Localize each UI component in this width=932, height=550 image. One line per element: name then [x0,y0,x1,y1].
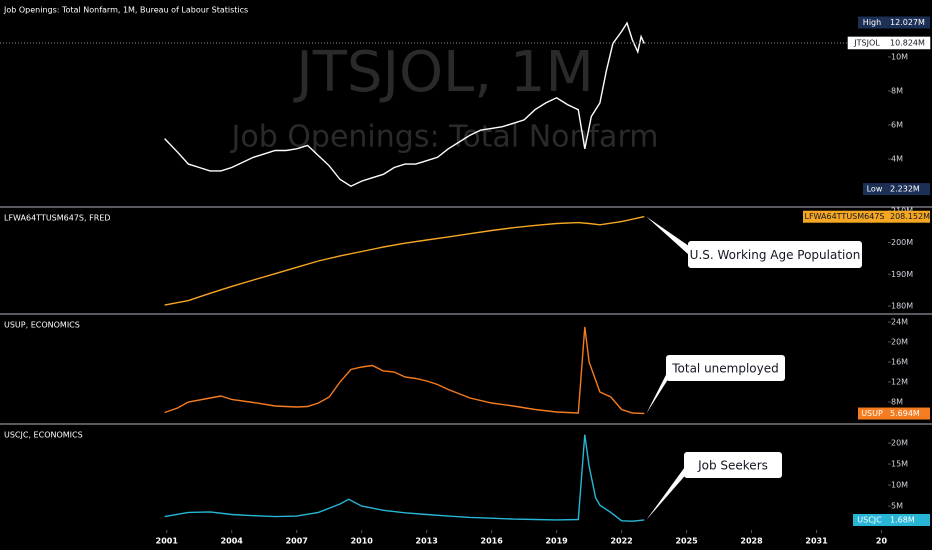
price-badge-name [853,514,886,527]
callout-box [684,452,782,478]
series-line [164,434,645,522]
y-tick-label: 8M [891,398,903,407]
x-tick-label: 2028 [740,537,763,546]
price-badge-name-text: LFWA64TTUSM647S [805,212,885,221]
x-tick-label: 2022 [610,537,632,546]
price-badge-value-text: 12.027M [890,18,925,27]
price-badge-value [886,514,930,527]
x-tick-label: 2025 [675,537,698,546]
price-badge-value-text: 5.694M [890,409,920,418]
x-tick-label: 2004 [221,537,244,546]
y-tick-label: 12M [891,378,908,387]
watermark: JTSJOL, 1M [293,40,594,105]
x-tick-label: 2019 [545,537,568,546]
series-line [164,215,645,306]
price-badge-name [858,407,886,420]
price-badge-name-text: JTSJOL [853,38,880,47]
callout-text: U.S. Working Age Population [690,248,861,262]
callout-pointer [646,460,690,520]
series-line [164,21,645,187]
price-badge-value [886,183,930,196]
price-badge-value-text: 1.68M [890,516,915,525]
y-tick-label: 6M [891,121,903,130]
price-badge-name-text: USCJC [857,516,882,525]
y-tick-label: 20M [891,338,908,347]
price-badge-value [886,16,930,29]
price-badge-value-text: 10.824M [890,38,925,47]
y-tick-label: 5M [891,502,903,511]
x-tick-label: 2010 [351,537,374,546]
x-tick-label: 2031 [805,537,828,546]
x-tick-label: 20 [876,537,888,546]
x-tick-label: 2001 [156,537,179,546]
y-tick-label: 180M [891,302,913,311]
y-tick-label: 190M [891,270,913,279]
price-badge-name-text: USUP [861,409,883,418]
price-badge-value [885,36,931,50]
y-tick-label: 10M [891,481,908,490]
y-tick-label: 16M [891,358,908,367]
price-badge-name-text: Low [867,185,883,194]
price-badge-name [863,183,886,196]
price-badge-value [886,210,930,223]
y-tick-label: 8M [891,86,903,95]
pane-title: USCJC, ECONOMICS [4,431,83,440]
price-badge-value-text: 2.232M [890,185,920,194]
callout-box [666,355,785,381]
y-tick-label: 4M [891,155,903,164]
x-tick-label: 2013 [416,537,438,546]
y-tick-label: 200M [891,238,913,247]
callout-text: Job Seekers [697,459,768,473]
price-badge-value [886,407,930,420]
price-badge-value-text: 208.152M [890,212,930,221]
x-tick-label: 2007 [286,537,308,546]
callout-box [688,241,862,268]
callout-pointer [646,216,694,260]
x-tick-label: 2016 [481,537,504,546]
price-badge-name-text: High [863,18,881,27]
y-tick-label: 15M [891,460,908,469]
pane-title: LFWA64TTUSM647S, FRED [4,214,110,223]
callout-pointer [646,363,672,414]
price-badge-name [803,210,886,223]
pane-title: USUP, ECONOMICS [4,321,80,330]
y-tick-label: 20M [891,439,908,448]
price-badge-name [858,16,886,29]
series-line [164,326,645,415]
pane-title: Job Openings: Total Nonfarm, 1M, Bureau … [3,6,248,15]
y-tick-label: 10M [891,52,908,61]
callout-text: Total unemployed [671,362,779,376]
y-tick-label: 24M [891,318,908,327]
